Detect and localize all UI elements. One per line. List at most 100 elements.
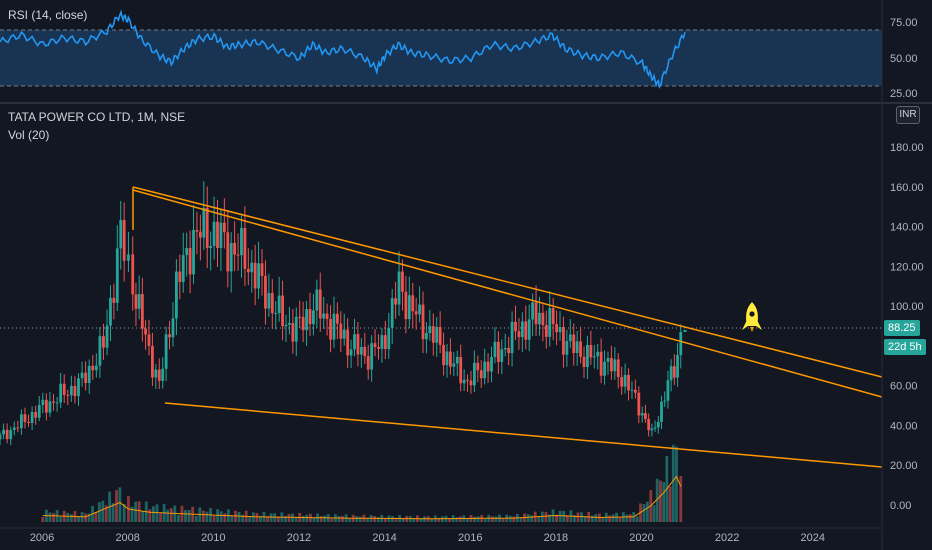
trendline-upper-2[interactable] — [132, 189, 883, 398]
volume-bar — [483, 519, 487, 522]
candle-body — [119, 219, 123, 249]
candle-body — [144, 328, 147, 335]
volume-bar — [611, 514, 615, 522]
candle-body — [640, 413, 644, 416]
candle-body — [679, 331, 683, 355]
candle-body — [342, 329, 346, 339]
candle-body — [253, 262, 257, 289]
volume-bar — [341, 516, 344, 522]
time-axis[interactable]: 2006 2008 2010 2012 2014 2016 2018 2020 2022 2024 — [0, 527, 882, 544]
trendline-lower[interactable] — [164, 402, 883, 468]
candle-body — [205, 207, 209, 248]
candle-body — [55, 402, 59, 404]
candle-body — [510, 321, 514, 354]
volume-bar — [655, 478, 659, 522]
candle-body — [455, 356, 459, 364]
volume-bar — [323, 515, 327, 522]
candle-body — [0, 434, 2, 440]
trendline-upper-1[interactable] — [132, 186, 883, 378]
volume-bar — [77, 516, 80, 522]
volume-ma-line — [42, 475, 682, 520]
price-tick-label: 100.00 — [890, 301, 924, 313]
candle-body — [373, 343, 377, 347]
candle-body — [270, 293, 274, 314]
symbol-title[interactable]: TATA POWER CO LTD, 1M, NSE — [8, 110, 186, 124]
volume-bar — [66, 512, 70, 522]
last-price-badge: 88.25 — [884, 320, 920, 336]
volume-bar — [430, 518, 434, 522]
time-tick-label: 2020 — [629, 532, 653, 544]
candle-body — [288, 322, 291, 325]
volume-bar — [148, 509, 152, 522]
volume-bar — [287, 514, 291, 522]
candle-body — [188, 248, 192, 275]
volume-bar — [130, 506, 134, 522]
candle-body — [387, 327, 391, 350]
candle-body — [370, 343, 374, 370]
volume-bar — [512, 516, 516, 522]
candle-body — [589, 345, 593, 358]
volume-bar — [583, 516, 587, 522]
volume-bar — [48, 512, 52, 522]
candle-body — [666, 380, 670, 401]
candle-body — [318, 289, 322, 319]
candle-body — [102, 336, 105, 348]
volume-bar — [104, 505, 108, 522]
candle-body — [154, 369, 158, 378]
candle-body — [161, 368, 165, 381]
candle-body — [198, 231, 202, 238]
candle-body — [669, 366, 673, 381]
candle-body — [431, 326, 435, 343]
time-tick-label: 2016 — [458, 532, 482, 544]
candle-body — [568, 334, 572, 342]
candle-body — [377, 346, 380, 349]
candle-body — [219, 222, 223, 249]
candle-body — [500, 349, 504, 362]
volume-bar — [642, 504, 646, 522]
volume-bar — [337, 516, 341, 522]
candle-body — [305, 309, 308, 331]
currency-badge[interactable]: INR — [896, 106, 920, 124]
candle-body — [94, 365, 98, 371]
price-tick-label: 60.00 — [890, 381, 918, 393]
candle-body — [653, 427, 657, 429]
candle-body — [274, 312, 278, 314]
candle-body — [325, 313, 329, 319]
volume-bar — [394, 517, 398, 522]
candle-body — [359, 346, 363, 355]
candle-body — [459, 356, 463, 384]
candle-body — [84, 372, 88, 384]
volume-bar — [601, 517, 605, 522]
price-tick-label: 120.00 — [890, 261, 924, 273]
candle-body — [442, 344, 445, 366]
candle-body — [294, 316, 298, 342]
volume-bar — [383, 518, 387, 522]
candle-body — [339, 323, 343, 339]
volume-bar — [391, 516, 394, 522]
candle-body — [240, 228, 243, 256]
volume-bar — [668, 486, 672, 522]
candle-body — [582, 356, 586, 368]
volume-bar — [122, 503, 126, 522]
volume-bar — [52, 513, 55, 522]
candle-body — [353, 334, 356, 350]
candle-body — [527, 319, 531, 340]
candle-body — [264, 275, 267, 309]
volume-bar — [118, 487, 122, 522]
rsi-legend[interactable]: RSI (14, close) — [8, 8, 88, 22]
candle-body — [291, 322, 295, 342]
volume-legend[interactable]: Vol (20) — [8, 128, 50, 142]
volume-bar — [466, 518, 469, 522]
candle-body — [66, 394, 70, 396]
candle-body — [216, 221, 219, 249]
candle-body — [496, 341, 500, 362]
candle-body — [27, 421, 30, 423]
candle-body — [260, 263, 264, 276]
candle-body — [363, 346, 367, 357]
candle-body — [650, 428, 654, 431]
candle-body — [5, 429, 9, 440]
candle-body — [226, 232, 230, 272]
volume-bar — [312, 518, 316, 522]
candle-body — [122, 219, 126, 261]
